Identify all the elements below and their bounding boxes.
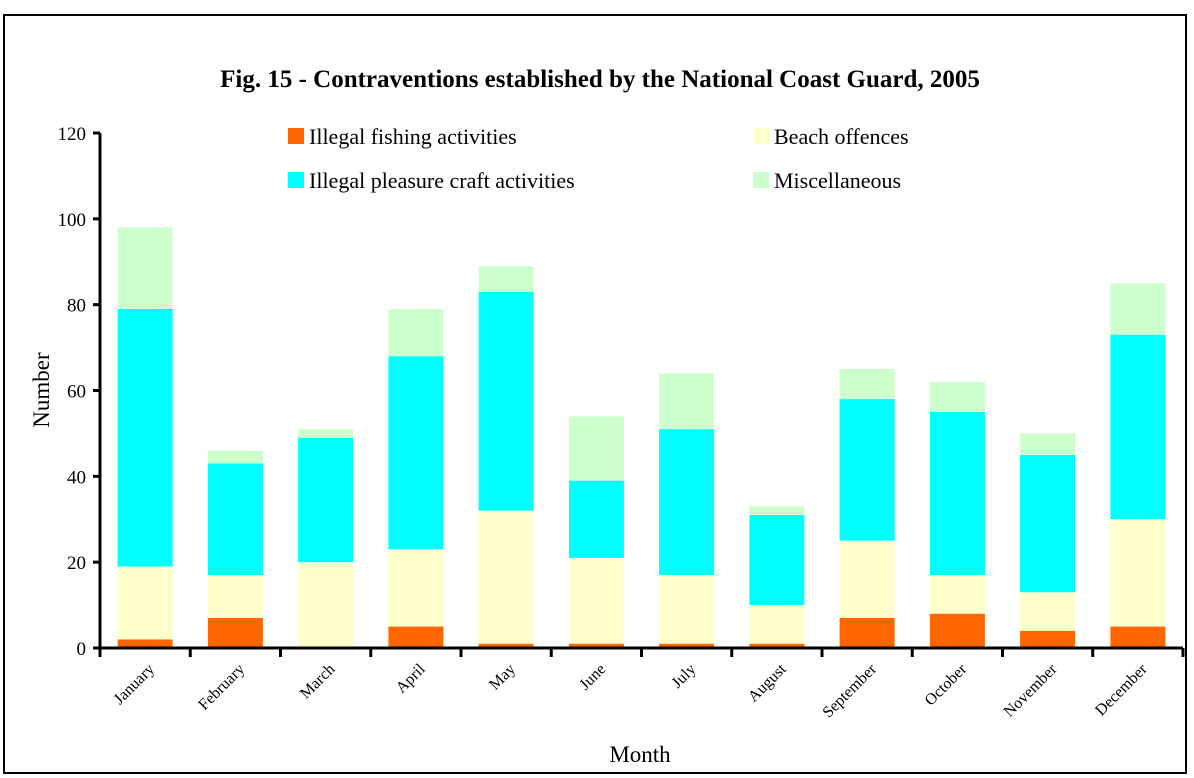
legend-label: Illegal pleasure craft activities (309, 168, 575, 193)
bar-april-series-3 (388, 356, 444, 550)
bar-july-series-1 (659, 643, 715, 648)
bar-november-series-1 (1020, 630, 1076, 648)
bar-december-series-2 (1110, 519, 1166, 627)
bar-august-series-4 (749, 506, 805, 515)
y-tick-label: 60 (67, 382, 86, 403)
bar-february-series-1 (207, 618, 263, 648)
bar-july-series-2 (659, 575, 715, 644)
legend-label: Illegal fishing activities (309, 124, 517, 149)
bar-july-series-4 (659, 373, 715, 430)
legend-swatch (753, 172, 769, 188)
bar-august-series-3 (749, 515, 805, 606)
bar-february-series-4 (207, 450, 263, 464)
x-category-label: June (576, 661, 609, 694)
bar-may-series-2 (478, 510, 534, 644)
y-tick-label: 120 (58, 124, 87, 145)
bar-december-series-3 (1110, 334, 1166, 520)
bar-february-series-2 (207, 575, 263, 618)
bar-january-series-1 (117, 639, 173, 648)
bar-april-series-2 (388, 549, 444, 627)
bar-april-series-1 (388, 626, 444, 648)
bar-november-series-3 (1020, 454, 1076, 593)
bar-june-series-1 (568, 643, 624, 648)
bar-february-series-3 (207, 463, 263, 576)
x-category-label: October (922, 660, 971, 709)
bar-may-series-4 (478, 266, 534, 292)
x-category-label: August (745, 660, 790, 705)
x-category-label: February (195, 661, 248, 714)
bar-august-series-1 (749, 643, 805, 648)
bar-january-series-2 (117, 566, 173, 640)
legend-label: Beach offences (774, 124, 909, 149)
x-category-label: December (1092, 660, 1151, 719)
bar-june-series-3 (568, 480, 624, 558)
bar-may-series-1 (478, 643, 534, 648)
bar-october-series-3 (929, 412, 985, 576)
bar-december-series-1 (1110, 626, 1166, 648)
bar-march-series-3 (298, 437, 354, 563)
bar-september-series-3 (839, 399, 895, 541)
x-category-label: November (1001, 660, 1061, 720)
x-category-label: March (297, 661, 339, 703)
bar-november-series-2 (1020, 592, 1076, 631)
bar-august-series-2 (749, 605, 805, 644)
bar-june-series-4 (568, 416, 624, 481)
y-axis-title: Number (29, 352, 54, 428)
chart-border (3, 14, 1187, 774)
bar-november-series-4 (1020, 433, 1076, 455)
x-category-label: July (669, 661, 700, 692)
bar-march-series-2 (298, 562, 354, 648)
chart-title: Fig. 15 - Contraventions established by … (220, 66, 980, 93)
legend-label: Miscellaneous (774, 168, 901, 193)
bar-october-series-4 (929, 381, 985, 412)
bar-july-series-3 (659, 429, 715, 575)
bar-may-series-3 (478, 291, 534, 511)
bar-march-series-4 (298, 429, 354, 438)
legend-swatch (753, 128, 769, 144)
bar-april-series-4 (388, 309, 444, 357)
bar-december-series-4 (1110, 283, 1166, 335)
bar-september-series-4 (839, 369, 895, 399)
bar-october-series-2 (929, 575, 985, 614)
y-tick-label: 0 (77, 639, 87, 660)
y-tick-label: 20 (67, 553, 86, 574)
bar-october-series-1 (929, 613, 985, 648)
bars (117, 227, 1166, 648)
bar-september-series-2 (839, 540, 895, 618)
x-category-label: April (393, 660, 429, 696)
x-axis-title: Month (609, 742, 671, 767)
bar-january-series-3 (117, 309, 173, 567)
x-category-label: January (111, 661, 158, 708)
legend: Illegal fishing activities Beach offences… (288, 124, 909, 193)
x-category-label: September (820, 660, 881, 721)
bar-september-series-1 (839, 618, 895, 648)
bar-january-series-4 (117, 227, 173, 309)
y-tick-label: 80 (67, 296, 86, 317)
legend-swatch (288, 128, 304, 144)
legend-swatch (288, 172, 304, 188)
bar-june-series-2 (568, 557, 624, 644)
x-category-label: May (486, 661, 519, 694)
y-tick-label: 100 (58, 210, 87, 231)
y-tick-label: 40 (67, 467, 86, 488)
